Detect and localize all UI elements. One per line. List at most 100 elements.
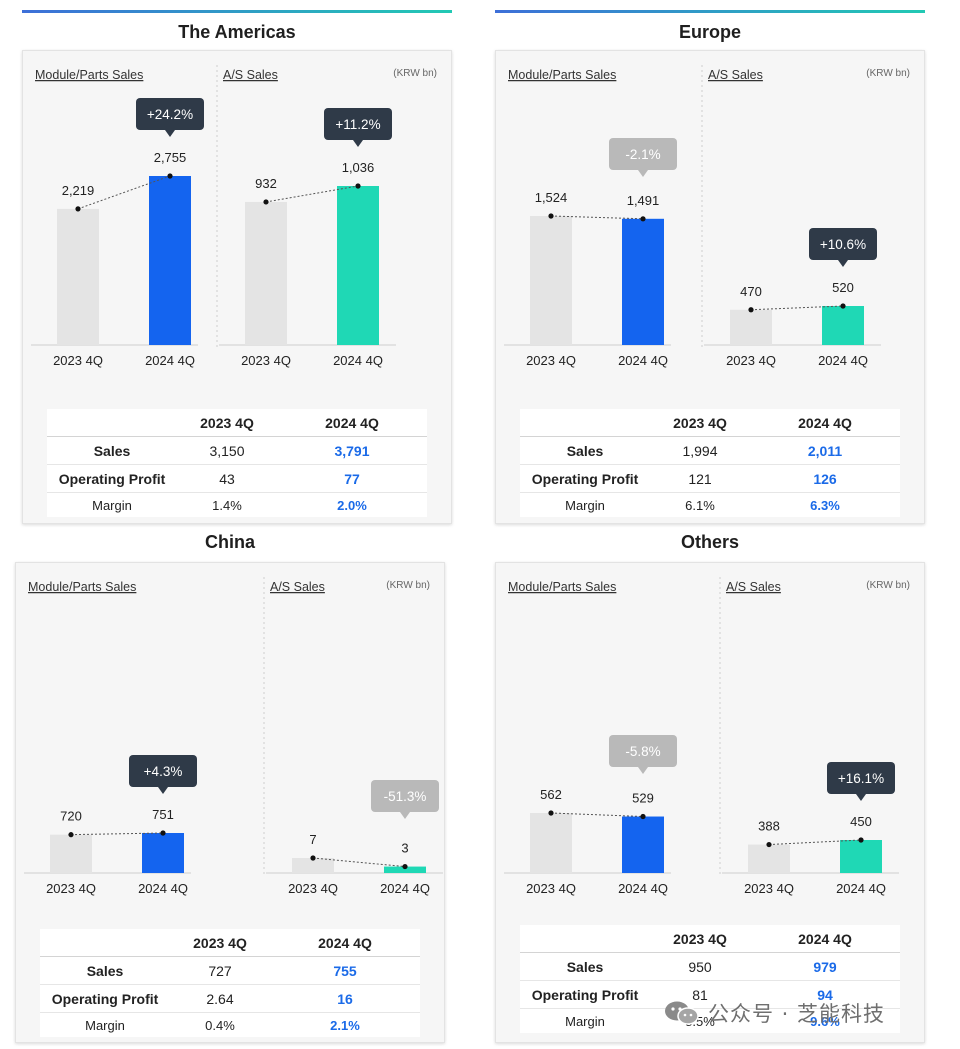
as-value-label: 520 xyxy=(832,280,854,295)
module-trend-dot xyxy=(75,206,81,212)
as-change-badge xyxy=(324,108,392,140)
module-category-label: 2023 4Q xyxy=(526,881,576,896)
row-label-sales: Sales xyxy=(93,442,131,459)
module-category-label: 2024 4Q xyxy=(618,353,668,368)
as-section-label: A/S Sales xyxy=(726,580,781,594)
as-change-badge xyxy=(827,762,895,794)
as-change-label: -51.3% xyxy=(384,789,427,804)
unit-label: (KRW bn) xyxy=(393,68,437,79)
module-value-label: 751 xyxy=(152,807,174,822)
as-trend-line xyxy=(265,185,359,203)
module-trend-dot xyxy=(68,832,74,838)
as-category-label: 2024 4Q xyxy=(380,881,430,896)
region-title: Others xyxy=(680,532,740,552)
region-card: Module/Parts Sales 562 2023 4Q 529 2024 4Q -5… xyxy=(495,562,925,1043)
module-bar-2023 xyxy=(530,813,572,873)
margin-2023: 6.1% xyxy=(685,497,715,513)
module-bar-2024 xyxy=(622,218,664,345)
as-trend-line xyxy=(750,305,844,311)
module-trend-dot xyxy=(548,213,554,219)
as-trend-line xyxy=(768,839,862,846)
as-category-label: 2024 4Q xyxy=(836,881,886,896)
module-bar-2024 xyxy=(149,176,191,345)
module-category-label: 2024 4Q xyxy=(138,881,188,896)
as-badge-pointer xyxy=(353,140,363,147)
row-label-sales: Sales xyxy=(566,958,604,975)
sales-2023: 950 xyxy=(688,958,712,975)
as-value-label: 3 xyxy=(401,841,408,856)
table-header-row: 2023 4Q 2024 4Q xyxy=(520,409,900,437)
sales-2023: 727 xyxy=(208,962,232,979)
as-value-label: 388 xyxy=(758,819,780,834)
region-title: The Americas xyxy=(178,22,296,42)
module-bar-2023 xyxy=(50,834,92,873)
as-category-label: 2023 4Q xyxy=(726,353,776,368)
region-china: China Module/Parts Sales 720 2023 4Q 751 202… xyxy=(15,530,445,1045)
as-badge-pointer xyxy=(856,794,866,801)
watermark-text: 公众号 · 芝能科技 xyxy=(708,1002,886,1026)
region-card: Module/Parts Sales 720 2023 4Q 751 2024 4Q +4… xyxy=(15,562,445,1043)
watermark: 公众号 · 芝能科技 xyxy=(664,996,954,1030)
table-header-2023: 2023 4Q xyxy=(673,930,727,947)
module-bar-2024 xyxy=(142,833,184,873)
row-label-operating-profit: Operating Profit xyxy=(531,986,639,1003)
as-change-badge xyxy=(371,780,439,812)
module-bar-2023 xyxy=(57,208,99,345)
module-badge-pointer xyxy=(165,130,175,137)
table-row-margin: Margin 0.4% 2.1% xyxy=(40,1013,420,1037)
as-trend-dot xyxy=(355,183,361,189)
financial-table: 2023 4Q 2024 4Q Sales 3,150 3,791 Operat… xyxy=(47,409,427,517)
region-divider xyxy=(495,10,925,13)
table-header-row: 2023 4Q 2024 4Q xyxy=(47,409,427,437)
as-value-label: 470 xyxy=(740,284,762,299)
as-category-label: 2023 4Q xyxy=(241,353,291,368)
module-trend-line xyxy=(77,175,171,210)
row-label-operating-profit: Operating Profit xyxy=(51,990,159,1007)
module-badge-pointer xyxy=(638,767,648,774)
financial-table: 2023 4Q 2024 4Q Sales 1,994 2,011 Operat… xyxy=(520,409,900,517)
table-row-margin: Margin 1.4% 2.0% xyxy=(47,493,427,517)
as-section-label: A/S Sales xyxy=(708,68,763,82)
margin-2024: 6.3% xyxy=(810,497,840,513)
table-header-2024: 2024 4Q xyxy=(798,414,852,431)
module-bar-2024 xyxy=(622,816,664,873)
as-section-label: A/S Sales xyxy=(270,580,325,594)
as-trend-dot xyxy=(858,837,864,843)
module-category-label: 2023 4Q xyxy=(53,353,103,368)
as-bar-2023 xyxy=(245,201,287,345)
op-2023: 2.64 xyxy=(206,990,234,1007)
sales-2024: 755 xyxy=(333,962,357,979)
as-value-label: 450 xyxy=(850,814,872,829)
as-category-label: 2024 4Q xyxy=(818,353,868,368)
sales-2023: 3,150 xyxy=(209,442,245,459)
as-bar-2023 xyxy=(748,844,790,873)
module-change-label: -5.8% xyxy=(625,744,660,759)
table-header-2023: 2023 4Q xyxy=(193,934,247,951)
module-value-label: 2,219 xyxy=(62,183,95,198)
table-header-row: 2023 4Q 2024 4Q xyxy=(40,929,420,957)
table-header-row: 2023 4Q 2024 4Q xyxy=(520,925,900,953)
as-change-label: +11.2% xyxy=(335,117,380,132)
module-change-badge xyxy=(129,755,197,787)
margin-2024: 9.6% xyxy=(810,1013,840,1029)
as-value-label: 932 xyxy=(255,176,277,191)
module-value-label: 529 xyxy=(632,791,654,806)
table-row-sales: Sales 3,150 3,791 xyxy=(47,437,427,465)
margin-2023: 1.4% xyxy=(212,497,242,513)
as-category-label: 2023 4Q xyxy=(288,881,338,896)
region-others: Others Module/Parts Sales 562 2023 4Q 529 20… xyxy=(495,530,925,1045)
sales-2024: 2,011 xyxy=(807,442,843,459)
table-row-operating-profit: Operating Profit 2.64 16 xyxy=(40,985,420,1013)
row-label-margin: Margin xyxy=(85,1017,125,1033)
row-label-margin: Margin xyxy=(565,497,605,513)
as-bar-2023 xyxy=(292,858,334,873)
as-trend-dot xyxy=(766,841,772,848)
margin-2023: 0.4% xyxy=(205,1017,235,1033)
wechat-icon xyxy=(665,1001,699,1025)
row-label-operating-profit: Operating Profit xyxy=(531,470,639,487)
op-2023: 121 xyxy=(688,470,712,487)
table-header-2023: 2023 4Q xyxy=(673,414,727,431)
module-change-badge xyxy=(136,98,204,130)
table-row-sales: Sales 1,994 2,011 xyxy=(520,437,900,465)
module-trend-dot xyxy=(640,216,646,222)
